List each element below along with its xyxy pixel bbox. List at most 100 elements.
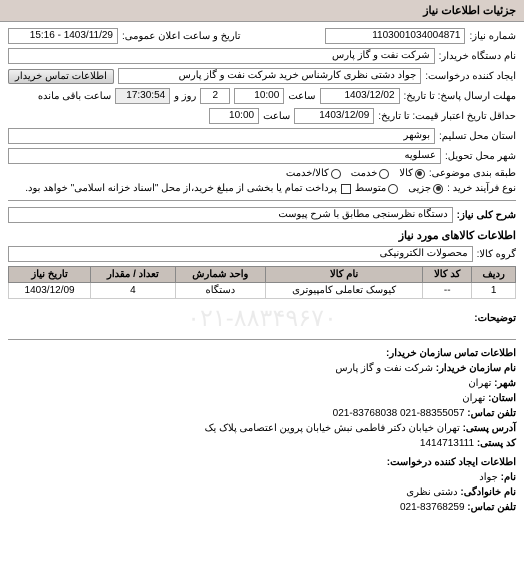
page-header: جزئیات اطلاعات نیاز: [0, 0, 524, 22]
lbl-fname: نام:: [501, 472, 516, 483]
table-header-cell: تاریخ نیاز: [9, 267, 91, 283]
contact-header: اطلاعات تماس سازمان خریدار:: [8, 346, 516, 361]
lbl-org-name: نام سازمان خریدار:: [436, 363, 516, 374]
label-req-number: شماره نیاز:: [469, 31, 516, 42]
table-header-cell: کد کالا: [423, 267, 472, 283]
row-category: طبقه بندی موضوعی: کالا خدمت کالا/خدمت: [8, 168, 516, 179]
label-buyer-org: نام دستگاه خریدار:: [439, 51, 516, 62]
table-header-cell: ردیف: [472, 267, 516, 283]
category-option-1[interactable]: خدمت: [351, 168, 390, 179]
label-process: نوع فرآیند خرید :: [447, 183, 516, 194]
lbl-province2: استان:: [488, 393, 516, 404]
radio-label: خدمت: [351, 168, 378, 179]
field-req-number: 1103001034004871: [325, 28, 465, 44]
label-valid: حداقل تاریخ اعتبار قیمت: تا تاریخ:: [378, 111, 516, 122]
table-header-cell: تعداد / مقدار: [91, 267, 175, 283]
label-province: استان محل تسلیم:: [439, 131, 516, 142]
category-option-0[interactable]: کالا: [399, 168, 425, 179]
val-phone2: 83768259-021: [400, 502, 465, 513]
process-option-1[interactable]: متوسط: [355, 183, 398, 194]
header-title: جزئیات اطلاعات نیاز: [423, 5, 516, 17]
row-city: شهر محل تحویل: عسلویه: [8, 148, 516, 164]
val-lname: دشتی نظری: [406, 487, 457, 498]
row-notes: توضیحات: ۰۲۱-۸۸۳۴۹۶۷۰: [8, 303, 516, 333]
row-valid: حداقل تاریخ اعتبار قیمت: تا تاریخ: 1403/…: [8, 108, 516, 124]
val-city2: تهران: [468, 378, 491, 389]
val-address: تهران خیابان دکتر فاطمی نبش خیابان پروین…: [205, 423, 460, 434]
field-remain-time: 17:30:54: [115, 88, 170, 104]
items-table: ردیفکد کالانام کالاواحد شمارشتعداد / مقد…: [8, 266, 516, 299]
lbl-address: آدرس پستی:: [463, 423, 516, 434]
radio-label: متوسط: [355, 183, 386, 194]
lbl-lname: نام خانوادگی:: [460, 487, 516, 498]
label-deadline: مهلت ارسال پاسخ: تا تاریخ:: [404, 91, 516, 102]
val-phone: 88355057-021 83768038-021: [333, 408, 465, 419]
val-org-name: شرکت نفت و گاز پارس: [335, 363, 433, 374]
contact-block: اطلاعات تماس سازمان خریدار: نام سازمان خ…: [8, 346, 516, 515]
lbl-phone2: تلفن تماس:: [467, 502, 516, 513]
radio-icon: [379, 169, 389, 179]
checkbox-treasury[interactable]: [341, 184, 351, 194]
label-hour2: ساعت: [263, 111, 290, 122]
radio-icon: [433, 184, 443, 194]
lbl-postal: کد پستی:: [477, 438, 516, 449]
contact-button[interactable]: اطلاعات تماس خریدار: [8, 69, 114, 84]
radio-label: کالا/خدمت: [286, 168, 329, 179]
separator-1: [8, 200, 516, 201]
radio-icon: [331, 169, 341, 179]
creator-header: اطلاعات ایجاد کننده درخواست:: [8, 455, 516, 470]
field-buyer-org: شرکت نفت و گاز پارس: [8, 48, 435, 64]
table-header-row: ردیفکد کالانام کالاواحد شمارشتعداد / مقد…: [9, 267, 516, 283]
field-desc: دستگاه نظرسنجی مطابق با شرح پیوست: [8, 207, 453, 223]
table-cell: 1403/12/09: [9, 283, 91, 299]
label-day: روز و: [174, 91, 196, 102]
process-option-0[interactable]: جزیی: [408, 183, 443, 194]
field-province: بوشهر: [8, 128, 435, 144]
field-creator: جواد دشتی نظری کارشناس خرید شرکت نفت و گ…: [118, 68, 421, 84]
val-fname: جواد: [479, 472, 498, 483]
items-title: اطلاعات کالاهای مورد نیاز: [8, 229, 516, 242]
table-cell: --: [423, 283, 472, 299]
row-process: نوع فرآیند خرید : جزیی متوسط پرداخت تمام …: [8, 183, 516, 194]
row-creator: ایجاد کننده درخواست: جواد دشتی نظری کارش…: [8, 68, 516, 84]
table-cell: 1: [472, 283, 516, 299]
label-desc: شرح کلی نیاز:: [457, 210, 516, 221]
val-province2: تهران: [462, 393, 485, 404]
label-process-note: پرداخت تمام یا بخشی از مبلغ خرید،از محل …: [25, 183, 337, 194]
radio-group-process: جزیی متوسط: [355, 183, 443, 194]
label-city: شهر محل تحویل:: [445, 151, 516, 162]
category-option-2[interactable]: کالا/خدمت: [286, 168, 341, 179]
field-deadline-hour: 10:00: [234, 88, 284, 104]
row-req-number: شماره نیاز: 1103001034004871 تاریخ و ساع…: [8, 28, 516, 44]
label-announce-date: تاریخ و ساعت اعلان عمومی:: [122, 31, 241, 42]
table-cell: کیوسک تعاملی کامپیوتری: [266, 283, 423, 299]
main-content: شماره نیاز: 1103001034004871 تاریخ و ساع…: [0, 22, 524, 521]
row-deadline: مهلت ارسال پاسخ: تا تاریخ: 1403/12/02 سا…: [8, 88, 516, 104]
table-header-cell: نام کالا: [266, 267, 423, 283]
label-item-group: گروه کالا:: [477, 249, 516, 260]
field-city: عسلویه: [8, 148, 441, 164]
radio-icon: [388, 184, 398, 194]
lbl-phone: تلفن تماس:: [467, 408, 516, 419]
val-postal: 1414713111: [420, 438, 474, 449]
label-category: طبقه بندی موضوعی:: [429, 168, 516, 179]
table-cell: 4: [91, 283, 175, 299]
table-cell: دستگاه: [175, 283, 265, 299]
row-buyer-org: نام دستگاه خریدار: شرکت نفت و گاز پارس: [8, 48, 516, 64]
label-remain: ساعت باقی مانده: [38, 91, 111, 102]
field-item-group: محصولات الکترونیکی: [8, 246, 473, 262]
radio-icon: [415, 169, 425, 179]
field-valid-hour: 10:00: [209, 108, 259, 124]
field-announce-date: 1403/11/29 - 15:16: [8, 28, 118, 44]
row-province: استان محل تسلیم: بوشهر: [8, 128, 516, 144]
radio-group-category: کالا خدمت کالا/خدمت: [286, 168, 425, 179]
separator-2: [8, 339, 516, 340]
row-desc: شرح کلی نیاز: دستگاه نظرسنجی مطابق با شر…: [8, 207, 516, 223]
label-creator: ایجاد کننده درخواست:: [425, 71, 516, 82]
watermark-text: ۰۲۱-۸۸۳۴۹۶۷۰: [8, 303, 516, 333]
label-notes: توضیحات:: [474, 313, 516, 324]
field-remain-days: 2: [200, 88, 230, 104]
radio-label: جزیی: [408, 183, 431, 194]
label-hour1: ساعت: [288, 91, 315, 102]
table-row: 1--کیوسک تعاملی کامپیوتریدستگاه41403/12/…: [9, 283, 516, 299]
